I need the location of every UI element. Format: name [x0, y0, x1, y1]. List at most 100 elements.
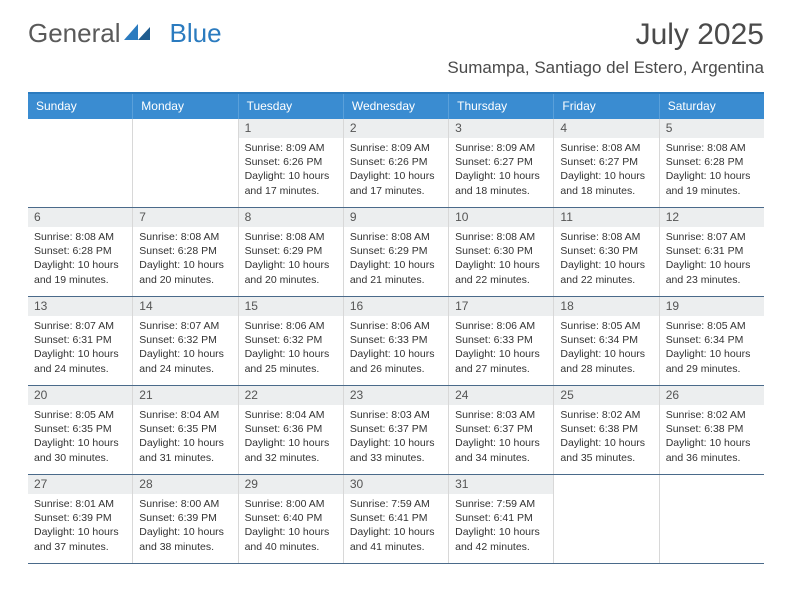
- logo-triangle-icon: [124, 16, 150, 47]
- day-cell: 15Sunrise: 8:06 AMSunset: 6:32 PMDayligh…: [239, 297, 344, 385]
- day-cell: 7Sunrise: 8:08 AMSunset: 6:28 PMDaylight…: [133, 208, 238, 296]
- day-number: 15: [239, 297, 343, 316]
- day-number: 20: [28, 386, 132, 405]
- day-number: 5: [660, 119, 764, 138]
- day-cell: 19Sunrise: 8:05 AMSunset: 6:34 PMDayligh…: [660, 297, 764, 385]
- day-details: Sunrise: 8:09 AMSunset: 6:26 PMDaylight:…: [239, 138, 343, 202]
- day-cell: 6Sunrise: 8:08 AMSunset: 6:28 PMDaylight…: [28, 208, 133, 296]
- weekday-header: Friday: [554, 94, 659, 119]
- day-number: 4: [554, 119, 658, 138]
- day-cell: 28Sunrise: 8:00 AMSunset: 6:39 PMDayligh…: [133, 475, 238, 563]
- day-cell: 18Sunrise: 8:05 AMSunset: 6:34 PMDayligh…: [554, 297, 659, 385]
- day-details: Sunrise: 8:08 AMSunset: 6:29 PMDaylight:…: [344, 227, 448, 291]
- day-details: Sunrise: 8:09 AMSunset: 6:26 PMDaylight:…: [344, 138, 448, 202]
- day-details: Sunrise: 8:00 AMSunset: 6:40 PMDaylight:…: [239, 494, 343, 558]
- day-cell: 31Sunrise: 7:59 AMSunset: 6:41 PMDayligh…: [449, 475, 554, 563]
- day-details: Sunrise: 8:06 AMSunset: 6:32 PMDaylight:…: [239, 316, 343, 380]
- brand-logo: General Blue: [28, 18, 222, 49]
- day-cell: 14Sunrise: 8:07 AMSunset: 6:32 PMDayligh…: [133, 297, 238, 385]
- day-cell: 1Sunrise: 8:09 AMSunset: 6:26 PMDaylight…: [239, 119, 344, 207]
- weekday-header: Thursday: [449, 94, 554, 119]
- day-number: 26: [660, 386, 764, 405]
- day-number: 1: [239, 119, 343, 138]
- day-details: Sunrise: 7:59 AMSunset: 6:41 PMDaylight:…: [449, 494, 553, 558]
- day-cell: .: [554, 475, 659, 563]
- day-number: 9: [344, 208, 448, 227]
- day-details: Sunrise: 8:08 AMSunset: 6:29 PMDaylight:…: [239, 227, 343, 291]
- weekday-header: Monday: [133, 94, 238, 119]
- day-number: 17: [449, 297, 553, 316]
- day-cell: 9Sunrise: 8:08 AMSunset: 6:29 PMDaylight…: [344, 208, 449, 296]
- day-number: 25: [554, 386, 658, 405]
- week-row: 20Sunrise: 8:05 AMSunset: 6:35 PMDayligh…: [28, 386, 764, 475]
- day-cell: .: [660, 475, 764, 563]
- day-details: Sunrise: 8:08 AMSunset: 6:28 PMDaylight:…: [28, 227, 132, 291]
- day-cell: 20Sunrise: 8:05 AMSunset: 6:35 PMDayligh…: [28, 386, 133, 474]
- weekday-header: Wednesday: [344, 94, 449, 119]
- day-details: Sunrise: 8:04 AMSunset: 6:35 PMDaylight:…: [133, 405, 237, 469]
- day-cell: 17Sunrise: 8:06 AMSunset: 6:33 PMDayligh…: [449, 297, 554, 385]
- day-number: 24: [449, 386, 553, 405]
- day-cell: 24Sunrise: 8:03 AMSunset: 6:37 PMDayligh…: [449, 386, 554, 474]
- day-number: 29: [239, 475, 343, 494]
- weekday-header: Tuesday: [239, 94, 344, 119]
- day-details: Sunrise: 8:03 AMSunset: 6:37 PMDaylight:…: [449, 405, 553, 469]
- weekday-header-row: SundayMondayTuesdayWednesdayThursdayFrid…: [28, 94, 764, 119]
- day-cell: 22Sunrise: 8:04 AMSunset: 6:36 PMDayligh…: [239, 386, 344, 474]
- day-details: Sunrise: 8:05 AMSunset: 6:34 PMDaylight:…: [660, 316, 764, 380]
- day-cell: 29Sunrise: 8:00 AMSunset: 6:40 PMDayligh…: [239, 475, 344, 563]
- brand-part1: General: [28, 18, 121, 49]
- day-number: 13: [28, 297, 132, 316]
- day-details: Sunrise: 8:04 AMSunset: 6:36 PMDaylight:…: [239, 405, 343, 469]
- day-number: 12: [660, 208, 764, 227]
- day-cell: 21Sunrise: 8:04 AMSunset: 6:35 PMDayligh…: [133, 386, 238, 474]
- day-cell: 13Sunrise: 8:07 AMSunset: 6:31 PMDayligh…: [28, 297, 133, 385]
- day-cell: 12Sunrise: 8:07 AMSunset: 6:31 PMDayligh…: [660, 208, 764, 296]
- day-number: 23: [344, 386, 448, 405]
- day-number: 18: [554, 297, 658, 316]
- day-number: 22: [239, 386, 343, 405]
- day-cell: .: [28, 119, 133, 207]
- day-details: Sunrise: 8:07 AMSunset: 6:31 PMDaylight:…: [28, 316, 132, 380]
- day-cell: 27Sunrise: 8:01 AMSunset: 6:39 PMDayligh…: [28, 475, 133, 563]
- weekday-header: Saturday: [660, 94, 764, 119]
- month-title: July 2025: [447, 18, 764, 52]
- day-number: 8: [239, 208, 343, 227]
- day-number: 3: [449, 119, 553, 138]
- calendar-grid: SundayMondayTuesdayWednesdayThursdayFrid…: [28, 92, 764, 564]
- day-cell: 3Sunrise: 8:09 AMSunset: 6:27 PMDaylight…: [449, 119, 554, 207]
- day-details: Sunrise: 8:06 AMSunset: 6:33 PMDaylight:…: [449, 316, 553, 380]
- day-details: Sunrise: 8:08 AMSunset: 6:30 PMDaylight:…: [449, 227, 553, 291]
- day-cell: 4Sunrise: 8:08 AMSunset: 6:27 PMDaylight…: [554, 119, 659, 207]
- day-details: Sunrise: 8:09 AMSunset: 6:27 PMDaylight:…: [449, 138, 553, 202]
- day-details: Sunrise: 8:05 AMSunset: 6:34 PMDaylight:…: [554, 316, 658, 380]
- day-details: Sunrise: 8:08 AMSunset: 6:28 PMDaylight:…: [660, 138, 764, 202]
- day-number: 6: [28, 208, 132, 227]
- week-row: . . 1Sunrise: 8:09 AMSunset: 6:26 PMDayl…: [28, 119, 764, 208]
- day-number: 14: [133, 297, 237, 316]
- day-number: 10: [449, 208, 553, 227]
- day-details: Sunrise: 8:08 AMSunset: 6:30 PMDaylight:…: [554, 227, 658, 291]
- day-number: 30: [344, 475, 448, 494]
- weeks-container: . . 1Sunrise: 8:09 AMSunset: 6:26 PMDayl…: [28, 119, 764, 564]
- day-number: 28: [133, 475, 237, 494]
- day-number: 11: [554, 208, 658, 227]
- day-cell: .: [133, 119, 238, 207]
- day-details: Sunrise: 7:59 AMSunset: 6:41 PMDaylight:…: [344, 494, 448, 558]
- day-details: Sunrise: 8:07 AMSunset: 6:32 PMDaylight:…: [133, 316, 237, 380]
- day-details: Sunrise: 8:01 AMSunset: 6:39 PMDaylight:…: [28, 494, 132, 558]
- day-details: Sunrise: 8:08 AMSunset: 6:28 PMDaylight:…: [133, 227, 237, 291]
- day-details: Sunrise: 8:07 AMSunset: 6:31 PMDaylight:…: [660, 227, 764, 291]
- day-cell: 11Sunrise: 8:08 AMSunset: 6:30 PMDayligh…: [554, 208, 659, 296]
- header: General Blue July 2025 Sumampa, Santiago…: [0, 0, 792, 84]
- day-cell: 5Sunrise: 8:08 AMSunset: 6:28 PMDaylight…: [660, 119, 764, 207]
- day-number: 21: [133, 386, 237, 405]
- day-cell: 16Sunrise: 8:06 AMSunset: 6:33 PMDayligh…: [344, 297, 449, 385]
- location-text: Sumampa, Santiago del Estero, Argentina: [447, 58, 764, 78]
- day-details: Sunrise: 8:00 AMSunset: 6:39 PMDaylight:…: [133, 494, 237, 558]
- day-number: 7: [133, 208, 237, 227]
- day-number: 2: [344, 119, 448, 138]
- day-number: 31: [449, 475, 553, 494]
- week-row: 27Sunrise: 8:01 AMSunset: 6:39 PMDayligh…: [28, 475, 764, 564]
- day-cell: 30Sunrise: 7:59 AMSunset: 6:41 PMDayligh…: [344, 475, 449, 563]
